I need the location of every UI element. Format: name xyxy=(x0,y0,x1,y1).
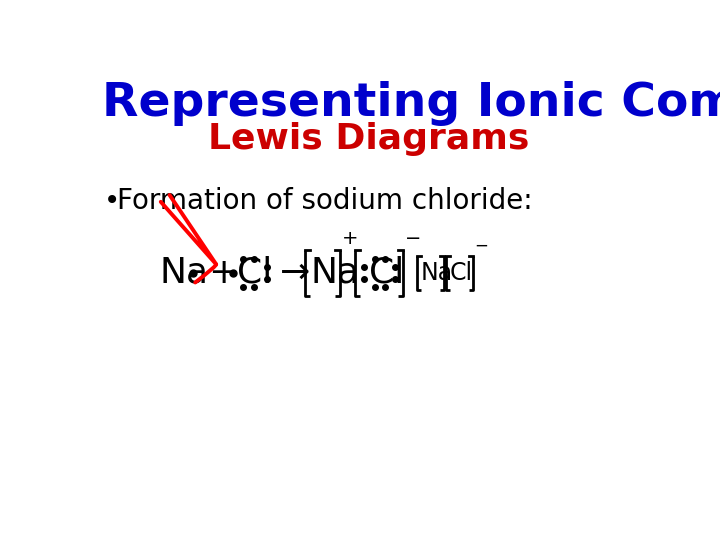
Text: Na: Na xyxy=(160,256,209,289)
Text: Representing Ionic Compounds: Representing Ionic Compounds xyxy=(102,81,720,126)
Text: Cl: Cl xyxy=(369,256,404,289)
Text: +: + xyxy=(208,256,238,289)
Text: −: − xyxy=(474,236,488,254)
Text: Formation of sodium chloride:: Formation of sodium chloride: xyxy=(117,187,533,215)
Text: Cl: Cl xyxy=(449,261,473,285)
Text: →: → xyxy=(280,256,310,289)
Text: Na: Na xyxy=(421,261,453,285)
Text: •: • xyxy=(104,187,120,215)
Text: Lewis Diagrams: Lewis Diagrams xyxy=(208,123,530,157)
Text: Cl: Cl xyxy=(238,256,272,289)
Text: +: + xyxy=(342,229,359,248)
Text: −: − xyxy=(405,229,422,248)
Text: Na: Na xyxy=(311,256,360,289)
